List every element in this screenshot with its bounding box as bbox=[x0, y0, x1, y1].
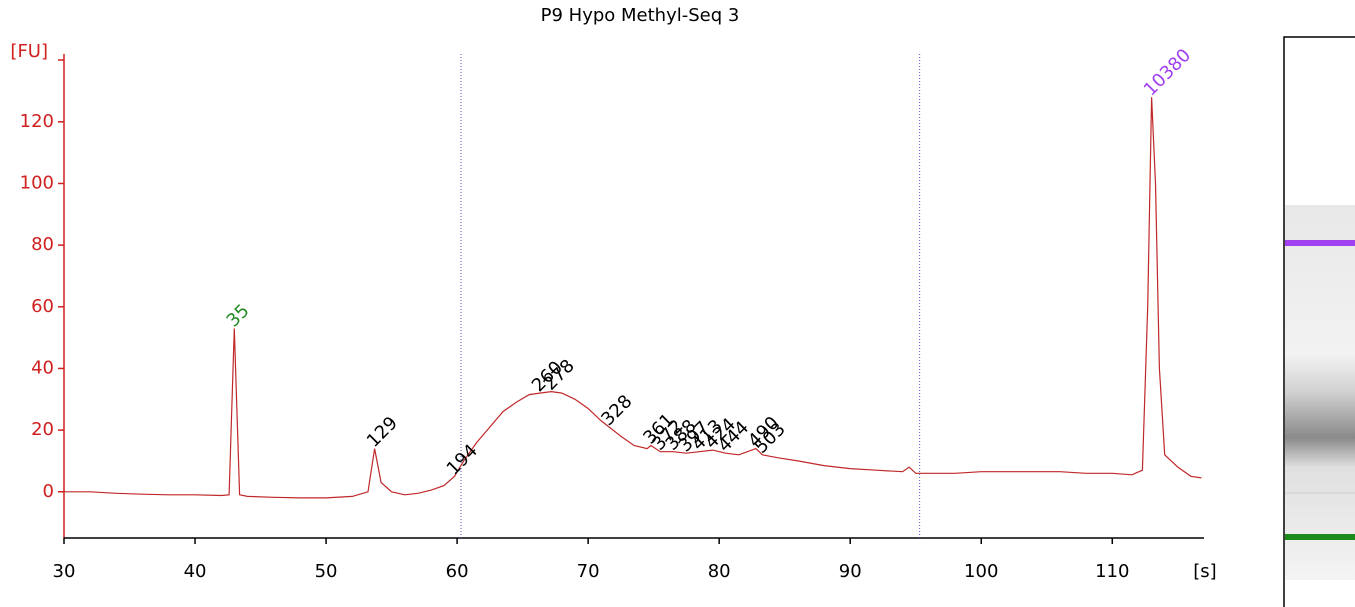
x-tick-label: 50 bbox=[315, 561, 338, 582]
gel-lane bbox=[1283, 36, 1355, 607]
x-tick-label: 110 bbox=[1095, 561, 1129, 582]
x-tick-label: 40 bbox=[184, 561, 207, 582]
x-tick-label: 30 bbox=[53, 561, 76, 582]
peak-label: 35 bbox=[223, 300, 254, 331]
peak-label: 10380 bbox=[1140, 45, 1195, 100]
y-tick-label: 40 bbox=[31, 357, 54, 378]
x-tick-label: 100 bbox=[964, 561, 998, 582]
y-axis-label: [FU] bbox=[10, 41, 48, 62]
x-tick-label: 90 bbox=[839, 561, 862, 582]
chart-title: P9 Hypo Methyl-Seq 3 bbox=[541, 5, 740, 26]
y-tick-label: 60 bbox=[31, 296, 54, 317]
peak-label: 328 bbox=[597, 391, 636, 430]
y-tick-label: 80 bbox=[31, 234, 54, 255]
x-axis-label: [s] bbox=[1193, 561, 1216, 582]
x-tick-label: 70 bbox=[577, 561, 600, 582]
x-tick-label: 60 bbox=[446, 561, 469, 582]
peak-label: 194 bbox=[443, 440, 482, 479]
y-tick-label: 20 bbox=[31, 419, 54, 440]
y-tick-label: 100 bbox=[20, 172, 54, 193]
y-tick-label: 120 bbox=[20, 111, 54, 132]
x-tick-label: 80 bbox=[708, 561, 731, 582]
peak-label: 129 bbox=[363, 413, 402, 452]
y-tick-label: 0 bbox=[43, 481, 54, 502]
trace-line bbox=[64, 97, 1202, 499]
